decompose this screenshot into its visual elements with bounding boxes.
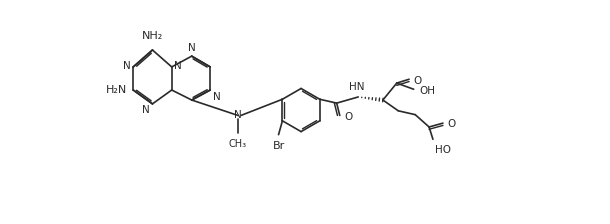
Text: N: N (142, 105, 149, 115)
Text: Br: Br (273, 141, 285, 151)
Text: NH₂: NH₂ (142, 31, 163, 41)
Text: HN: HN (349, 82, 364, 92)
Text: O: O (448, 119, 456, 129)
Text: HO: HO (436, 145, 451, 155)
Text: N: N (123, 61, 131, 71)
Text: H₂N: H₂N (106, 85, 127, 95)
Text: N: N (174, 61, 182, 71)
Text: O: O (414, 76, 422, 86)
Text: N: N (188, 43, 196, 53)
Text: O: O (345, 112, 353, 122)
Text: N: N (212, 92, 220, 101)
Text: N: N (234, 110, 242, 120)
Text: CH₃: CH₃ (229, 139, 247, 149)
Text: OH: OH (420, 86, 436, 96)
